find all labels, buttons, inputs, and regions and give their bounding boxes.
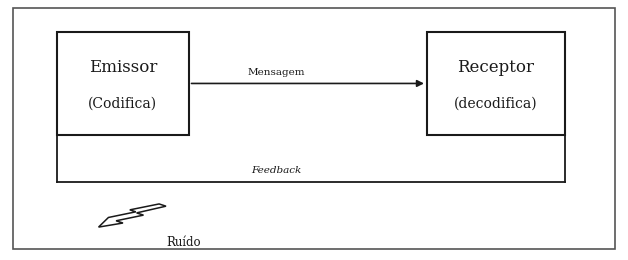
- Text: Ruído: Ruído: [167, 236, 202, 249]
- Text: Receptor: Receptor: [457, 60, 534, 76]
- Text: Emissor: Emissor: [89, 60, 157, 76]
- Text: (Codifica): (Codifica): [89, 97, 158, 111]
- Bar: [57, 32, 188, 135]
- Text: Mensagem: Mensagem: [247, 68, 305, 77]
- Text: Feedback: Feedback: [251, 166, 301, 175]
- Bar: [427, 32, 565, 135]
- Text: (decodifica): (decodifica): [454, 97, 538, 111]
